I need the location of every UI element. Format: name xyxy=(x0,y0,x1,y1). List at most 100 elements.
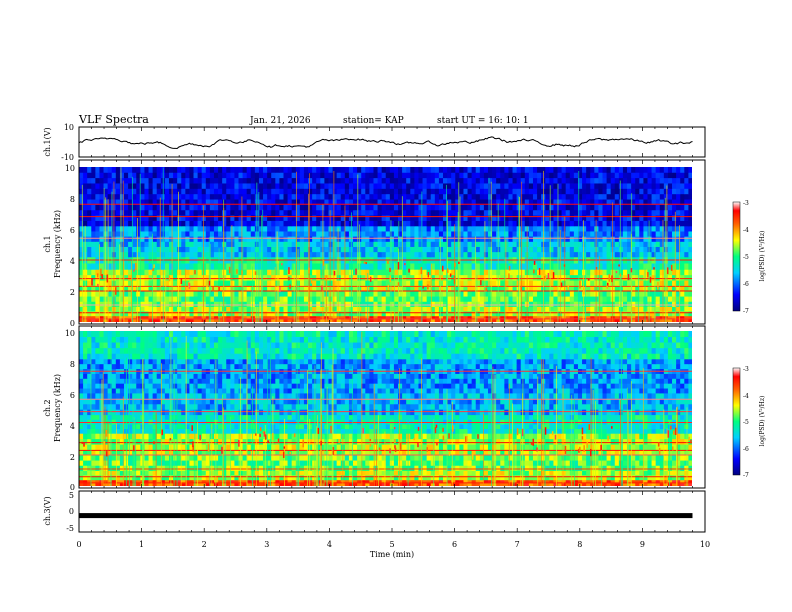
spectrogram-cell xyxy=(189,220,194,227)
spectrogram-cell xyxy=(353,193,358,200)
spectrogram-cell xyxy=(299,236,305,242)
spectrogram-cell xyxy=(561,280,567,286)
spectrogram-cell xyxy=(103,183,109,189)
spectrogram-cell xyxy=(95,246,100,253)
spectrogram-cell xyxy=(561,315,567,320)
spectrogram-cell xyxy=(553,188,558,195)
spectrogram-cell xyxy=(205,193,211,200)
spectrogram-cell xyxy=(622,177,628,184)
spectrogram-cell xyxy=(459,301,464,307)
spectrogram-cell xyxy=(197,269,203,276)
spectrogram-cell xyxy=(79,231,84,237)
spectrogram-cell xyxy=(177,479,182,484)
spectrogram-cell xyxy=(369,251,374,258)
spectrogram-cell xyxy=(373,241,378,247)
spectrogram-cell xyxy=(369,177,374,184)
spectrogram-cell xyxy=(569,318,575,322)
spectrogram-cell xyxy=(594,199,599,205)
spectrogram-cell xyxy=(500,482,505,486)
spectrogram-cell xyxy=(487,220,493,227)
spectrogram-cell xyxy=(443,167,448,173)
spectrogram-cell xyxy=(528,241,534,247)
spectrogram-cell xyxy=(545,241,550,247)
spectrogram-cell xyxy=(275,167,280,173)
spectrogram-cell xyxy=(99,167,104,173)
spectrogram-cell xyxy=(132,215,137,221)
spectrogram-cell xyxy=(549,246,554,253)
spectrogram-cell xyxy=(119,204,125,211)
spectrogram-cell xyxy=(324,215,329,221)
spectrogram-cell xyxy=(614,241,620,247)
spectrogram-cell xyxy=(340,296,346,302)
spectrogram-cell xyxy=(242,204,248,211)
spectrogram-cell xyxy=(254,177,260,184)
spectrogram-cell xyxy=(443,263,448,270)
spectrogram-cell xyxy=(222,296,227,302)
spectrogram-cell xyxy=(455,251,460,258)
spectrogram-cell xyxy=(328,263,333,270)
spectrogram-cell xyxy=(598,167,603,173)
spectrogram-cell xyxy=(381,199,387,205)
spectrogram-cell xyxy=(226,291,231,297)
spectrogram-cell xyxy=(234,193,239,200)
spectrogram-cell xyxy=(594,167,599,173)
spectrogram-cell xyxy=(422,280,428,286)
spectrogram-cell xyxy=(344,263,350,270)
spectrogram-cell xyxy=(651,291,657,297)
spectrogram-cell xyxy=(398,296,403,302)
spectrogram-cell xyxy=(524,204,530,211)
spectrogram-cell xyxy=(193,251,199,258)
spectrogram-cell xyxy=(532,220,538,227)
spectrogram-cell xyxy=(528,285,534,292)
spectrogram-cell xyxy=(639,274,644,281)
spectrogram-cell xyxy=(688,204,692,211)
spectrogram-cell xyxy=(479,236,485,242)
spectrogram-cell xyxy=(651,285,657,292)
spectrogram-cell xyxy=(377,177,383,184)
spectrogram-cell xyxy=(512,482,518,486)
spectrogram-cell xyxy=(618,231,624,237)
spectrogram-cell xyxy=(226,296,231,302)
spectrogram-cell xyxy=(459,177,464,184)
spectrogram-cell xyxy=(79,241,84,247)
spectrogram-cell xyxy=(332,263,338,270)
spectrogram-cell xyxy=(91,306,96,312)
spectrogram-cell xyxy=(557,193,562,200)
spectrogram-cell xyxy=(553,296,558,302)
spectrogram-cell xyxy=(316,274,321,281)
spectrogram-cell xyxy=(614,172,620,179)
spectrogram-cell xyxy=(590,204,595,211)
spectrogram-cell xyxy=(267,167,272,173)
spectrogram-cell xyxy=(226,193,231,200)
spectrogram-cell xyxy=(422,220,428,227)
spectrogram-cell xyxy=(238,183,243,189)
spectrogram-cell xyxy=(602,188,607,195)
spectrogram-cell xyxy=(128,263,133,270)
spectrogram-cell xyxy=(308,246,313,253)
spectrogram-cell xyxy=(594,318,599,322)
spectrogram-cell xyxy=(275,241,280,247)
spectrogram-cell xyxy=(365,241,370,247)
spectrogram-cell xyxy=(455,274,460,281)
spectrogram-cell xyxy=(242,241,248,247)
spectrogram-cell xyxy=(308,241,313,247)
spectrogram-cell xyxy=(451,301,456,307)
spectrogram-cell xyxy=(504,241,509,247)
spectrogram-cell xyxy=(181,301,186,307)
spectrogram-cell xyxy=(119,236,125,242)
spectrogram-cell xyxy=(475,204,481,211)
spectrogram-cell xyxy=(193,263,199,270)
spectrogram-cell xyxy=(487,269,493,276)
spectrogram-cell xyxy=(361,172,366,179)
spectrogram-cell xyxy=(365,209,370,216)
spectrogram-cell xyxy=(87,177,92,184)
spectrogram-cell xyxy=(516,167,522,173)
spectrogram-cell xyxy=(156,225,162,232)
spectrogram-cell xyxy=(103,167,109,173)
spectrogram-cell xyxy=(185,269,190,276)
spectrogram-cell xyxy=(639,306,644,312)
spectrogram-cell xyxy=(516,479,522,484)
spectrogram-cell xyxy=(430,183,436,189)
spectrogram-cell xyxy=(618,188,624,195)
spectrogram-cell xyxy=(406,280,411,286)
